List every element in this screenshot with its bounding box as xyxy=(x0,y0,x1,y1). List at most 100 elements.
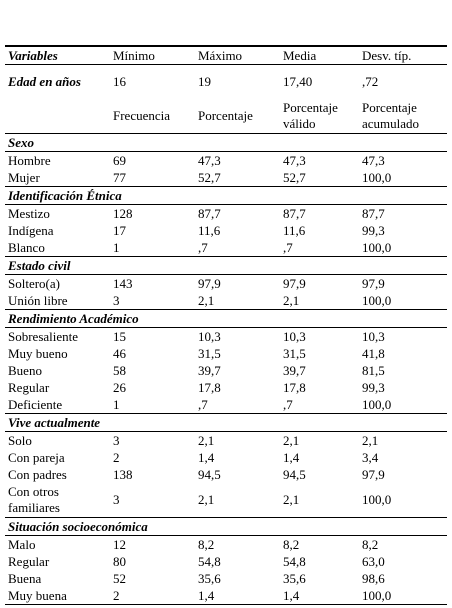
data-row: Con padres 138 94,5 94,5 97,9 xyxy=(5,466,447,483)
row-label: Buena xyxy=(8,570,42,586)
data-row: Sobresaliente 15 10,3 10,3 10,3 xyxy=(5,328,447,346)
cell: 94,5 xyxy=(283,466,306,482)
cell: 2,1 xyxy=(283,292,300,308)
cell: 2,1 xyxy=(283,492,300,507)
cell: 58 xyxy=(113,362,126,378)
cell: 17,40 xyxy=(283,74,313,89)
cell: 41,8 xyxy=(362,345,385,361)
cell: 77 xyxy=(113,169,126,185)
cell: 8,2 xyxy=(362,536,379,552)
cell: 97,9 xyxy=(362,275,385,291)
age-row: Edad en años 16 19 17,40 ,72 xyxy=(5,65,447,100)
cell: 2 xyxy=(113,587,120,603)
cell: 1 xyxy=(113,396,120,412)
cell: 98,6 xyxy=(362,570,385,586)
row-label: Regular xyxy=(8,553,50,569)
section-row: Sexo xyxy=(5,133,447,152)
row-label: Muy bueno xyxy=(8,345,68,361)
cell: 100,0 xyxy=(362,396,392,412)
row-label: Edad en años xyxy=(8,74,81,89)
header-cell: Porcentaje acumulado xyxy=(362,100,420,131)
section-title: Situación socioeconómica xyxy=(5,517,447,536)
data-row: Buena 52 35,6 35,6 98,6 xyxy=(5,570,447,587)
data-row: Bueno 58 39,7 39,7 81,5 xyxy=(5,362,447,379)
row-label: Hombre xyxy=(8,152,51,168)
cell: 12 xyxy=(113,536,126,552)
header-cell: Media xyxy=(280,46,359,65)
cell: 1,4 xyxy=(283,587,300,603)
cell: 99,3 xyxy=(362,222,385,238)
row-label: Deficiente xyxy=(8,396,63,412)
cell: 3,4 xyxy=(362,449,379,465)
cell: 39,7 xyxy=(198,362,221,378)
cell: 47,3 xyxy=(362,152,385,168)
cell: 1 xyxy=(113,239,120,255)
section-row: Vive actualmente xyxy=(5,413,447,432)
header-cell: Mínimo xyxy=(110,46,195,65)
data-row: Muy buena 2 1,4 1,4 100,0 xyxy=(5,587,447,605)
cell: 17,8 xyxy=(283,379,306,395)
data-row: Indígena 17 11,6 11,6 99,3 xyxy=(5,222,447,239)
cell: 100,0 xyxy=(362,587,392,603)
cell: 54,8 xyxy=(283,553,306,569)
cell: 2,1 xyxy=(283,432,300,448)
cell: 99,3 xyxy=(362,379,385,395)
row-label: Con padres xyxy=(8,466,67,482)
cell: 47,3 xyxy=(198,152,221,168)
section-row: Estado civil xyxy=(5,256,447,275)
header-cell: Variables xyxy=(5,46,110,65)
cell: 52,7 xyxy=(198,169,221,185)
row-label: Con pareja xyxy=(8,449,65,465)
row-label: Regular xyxy=(8,379,50,395)
cell: 138 xyxy=(113,466,133,482)
cell: 1,4 xyxy=(198,449,215,465)
section-title: Vive actualmente xyxy=(5,413,447,432)
header-row: Variables Mínimo Máximo Media Desv. típ. xyxy=(5,46,447,65)
cell: 3 xyxy=(113,292,120,308)
table-body: Variables Mínimo Máximo Media Desv. típ. Edad… xyxy=(5,46,447,605)
cell: 31,5 xyxy=(198,345,221,361)
cell: 2,1 xyxy=(198,492,215,507)
data-row: Solo 3 2,1 2,1 2,1 xyxy=(5,432,447,450)
section-title: Rendimiento Académico xyxy=(5,309,447,328)
data-row: Con pareja 2 1,4 1,4 3,4 xyxy=(5,449,447,466)
section-row: Rendimiento Académico xyxy=(5,309,447,328)
cell: 87,7 xyxy=(198,205,221,221)
row-label: Unión libre xyxy=(8,292,68,308)
cell: 11,6 xyxy=(283,222,306,238)
cell: 80 xyxy=(113,553,126,569)
data-row: Con otros familiares 3 2,1 2,1 100,0 xyxy=(5,483,447,518)
cell: 97,9 xyxy=(283,275,306,291)
cell: 143 xyxy=(113,275,133,291)
data-row: Soltero(a) 143 97,9 97,9 97,9 xyxy=(5,275,447,293)
data-row: Blanco 1 ,7 ,7 100,0 xyxy=(5,239,447,257)
cell: 15 xyxy=(113,328,126,344)
row-label: Indígena xyxy=(8,222,54,238)
cell: 100,0 xyxy=(362,292,392,308)
cell: 3 xyxy=(113,492,120,507)
cell: 10,3 xyxy=(283,328,306,344)
cell: 100,0 xyxy=(362,492,392,507)
row-label: Con otros familiares xyxy=(8,484,60,515)
data-row: Malo 12 8,2 8,2 8,2 xyxy=(5,536,447,554)
section-row: Identificación Étnica xyxy=(5,186,447,205)
cell: 10,3 xyxy=(362,328,385,344)
cell: 2 xyxy=(113,449,120,465)
row-label: Bueno xyxy=(8,362,42,378)
cell: 16 xyxy=(113,74,126,89)
section-row: Situación socioeconómica xyxy=(5,517,447,536)
empty-cell xyxy=(5,99,110,134)
cell: 128 xyxy=(113,205,133,221)
cell: 26 xyxy=(113,379,126,395)
row-label: Blanco xyxy=(8,239,45,255)
cell: 69 xyxy=(113,152,126,168)
cell: 31,5 xyxy=(283,345,306,361)
cell: ,72 xyxy=(362,74,379,89)
data-row: Unión libre 3 2,1 2,1 100,0 xyxy=(5,292,447,310)
cell: ,7 xyxy=(283,396,293,412)
cell: 17,8 xyxy=(198,379,221,395)
row-label: Solo xyxy=(8,432,32,448)
cell: 17 xyxy=(113,222,126,238)
cell: 19 xyxy=(198,74,211,89)
